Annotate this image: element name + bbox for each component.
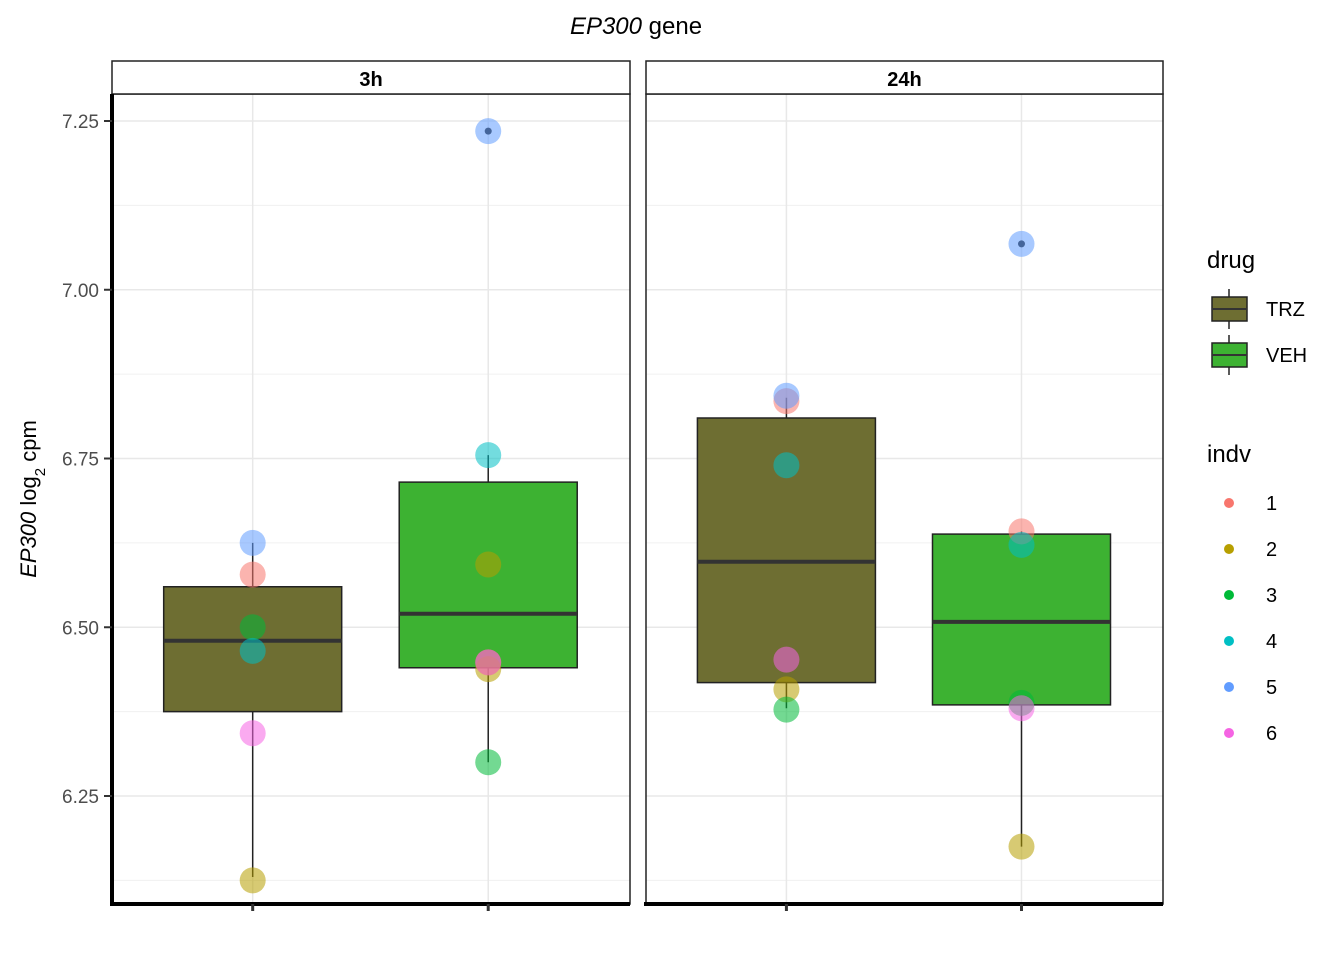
y-tick-label: 7.25 (62, 112, 99, 133)
legend-title-drug: drug (1207, 247, 1255, 274)
data-point-indv-5 (1008, 230, 1035, 257)
data-point-indv-6 (773, 646, 800, 673)
data-point-indv-5 (773, 382, 800, 409)
data-point-indv-1 (239, 561, 266, 588)
y-axis-title-sub: 2 (32, 468, 49, 476)
strip-label: 24h (887, 69, 921, 91)
legend-label-veh: VEH (1266, 345, 1307, 367)
y-tick-label: 6.75 (62, 450, 99, 471)
data-point-indv-3 (475, 749, 502, 776)
data-point-indv-5 (239, 529, 266, 556)
legend-label-indv-3: 3 (1266, 585, 1277, 607)
legend-key-indv-1 (1224, 498, 1234, 508)
legend-label-indv-1: 1 (1266, 493, 1277, 515)
strip-box (111, 60, 631, 95)
legend-key-indv-3 (1224, 590, 1234, 600)
data-point-indv-4 (1008, 531, 1035, 558)
y-tick-label: 6.50 (62, 618, 99, 639)
legend-key-indv-4 (1224, 636, 1234, 646)
data-point-indv-5 (475, 118, 502, 145)
data-point-indv-4 (239, 637, 266, 664)
chart-title: EP300 gene (570, 13, 702, 40)
data-point-indv-3 (239, 614, 266, 641)
data-point-indv-6 (1008, 695, 1035, 722)
legend-title-indv: indv (1207, 441, 1251, 468)
chart-title-gene: EP300 (570, 13, 643, 40)
y-tick-label: 6.25 (62, 787, 99, 808)
legend-label-indv-2: 2 (1266, 539, 1277, 561)
y-axis-title: EP300 log2 cpm (16, 420, 49, 578)
legend-label-trz: TRZ (1266, 299, 1305, 321)
legend-key-indv-5 (1224, 682, 1234, 692)
strip-box (645, 60, 1164, 95)
box-veh (931, 533, 1112, 706)
data-point-indv-4 (773, 452, 800, 479)
data-point-indv-2 (475, 551, 502, 578)
strip-label: 3h (359, 69, 382, 91)
legend-label-indv-4: 4 (1266, 631, 1277, 653)
legend-key-indv-2 (1224, 544, 1234, 554)
chart-title-rest: gene (642, 13, 702, 40)
data-point-indv-3 (773, 696, 800, 723)
data-point-indv-2 (239, 867, 266, 894)
legend-label-indv-5: 5 (1266, 677, 1277, 699)
data-point-indv-4 (475, 442, 502, 469)
y-axis-title-log: log (16, 476, 41, 511)
y-axis-title-gene: EP300 (16, 511, 41, 578)
legend-label-indv-6: 6 (1266, 723, 1277, 745)
data-point-indv-6 (239, 720, 266, 747)
data-point-indv-2 (1008, 833, 1035, 860)
y-axis-title-unit: cpm (16, 420, 41, 468)
data-point-indv-2 (773, 676, 800, 703)
data-point-indv-6 (475, 649, 502, 676)
y-tick-label: 7.00 (62, 281, 99, 302)
legend-key-indv-6 (1224, 728, 1234, 738)
